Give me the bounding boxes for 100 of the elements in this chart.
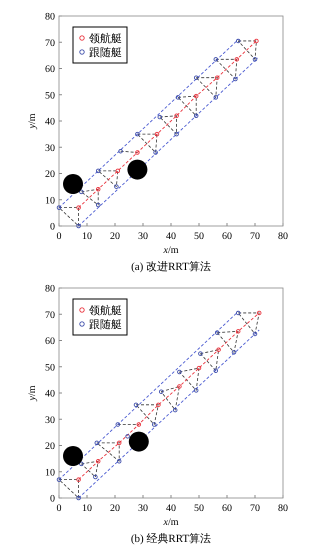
- legend-label: 跟随艇: [89, 47, 122, 59]
- point: [76, 477, 81, 482]
- legend-label: 领航艇: [89, 304, 122, 317]
- x-tick-label: 50: [194, 231, 204, 242]
- point: [194, 388, 198, 393]
- point: [214, 75, 220, 80]
- y-tick-label: 50: [45, 362, 55, 374]
- point: [174, 132, 179, 136]
- point: [196, 366, 202, 370]
- x-tick-label: 10: [82, 231, 92, 242]
- x-tick-label: 30: [138, 503, 148, 514]
- point: [252, 332, 258, 336]
- text: (a) 改进RRT算法: [131, 260, 211, 273]
- y-tick-label: 20: [45, 169, 55, 180]
- x-tick-label: 80: [278, 503, 288, 514]
- point: [194, 94, 198, 98]
- point: [194, 75, 198, 80]
- point: [214, 95, 218, 100]
- y-tick-label: 40: [45, 388, 55, 400]
- point: [254, 38, 259, 44]
- y-tick-label: 80: [45, 12, 55, 22]
- legend-label: 跟随艇: [89, 319, 122, 331]
- y-tick-label: 50: [45, 90, 55, 102]
- point: [94, 440, 100, 446]
- point: [135, 150, 140, 155]
- point: [236, 329, 240, 334]
- point: [76, 224, 81, 228]
- y-tick-label: 0: [50, 494, 55, 504]
- point: [79, 462, 84, 466]
- point: [153, 150, 158, 155]
- point: [177, 370, 182, 374]
- point: [252, 57, 258, 62]
- x-tick-label: 40: [166, 231, 176, 242]
- y-axis-title: y/m: [27, 385, 38, 402]
- y-tick-label: 70: [45, 310, 55, 321]
- point: [134, 402, 138, 408]
- y-tick-label: 10: [45, 467, 55, 478]
- x-axis-title: x/m: [162, 517, 179, 528]
- x-tick-label: 20: [110, 503, 120, 514]
- point: [233, 76, 238, 82]
- point: [93, 474, 98, 480]
- x-tick-label: 20: [110, 231, 120, 242]
- x-tick-label: 70: [250, 231, 260, 242]
- point: [214, 57, 218, 62]
- point: [256, 310, 262, 316]
- point: [198, 351, 203, 356]
- point: [76, 496, 81, 500]
- y-tick-label: 30: [45, 142, 55, 154]
- point: [158, 114, 162, 120]
- y-tick-label: 20: [45, 441, 55, 452]
- point: [96, 202, 100, 208]
- point: [214, 330, 220, 335]
- x-tick-label: 30: [138, 231, 148, 242]
- point: [174, 114, 179, 118]
- point: [125, 434, 130, 439]
- point: [96, 187, 100, 192]
- x-tick-label: 60: [222, 503, 232, 514]
- point: [177, 384, 182, 389]
- y-tick-label: 30: [45, 414, 55, 426]
- point: [116, 440, 122, 446]
- x-tick-label: 40: [166, 503, 176, 514]
- x-tick-label: 70: [250, 503, 260, 514]
- y-tick-label: 80: [45, 284, 55, 294]
- point: [116, 422, 120, 427]
- point: [136, 422, 142, 427]
- y-tick-label: 40: [45, 116, 55, 128]
- text: (b) 经典RRT算法: [130, 532, 212, 545]
- point: [118, 148, 123, 154]
- point: [154, 132, 160, 136]
- x-tick-label: 10: [82, 503, 92, 514]
- legend-label: 领航艇: [89, 32, 122, 45]
- y-axis-title: y/m: [27, 113, 38, 130]
- point: [56, 205, 62, 210]
- point: [234, 57, 240, 62]
- point: [172, 408, 178, 412]
- x-axis-title: x/m: [162, 245, 179, 256]
- point: [176, 95, 180, 100]
- point: [236, 310, 240, 316]
- point: [156, 402, 161, 408]
- point: [152, 422, 156, 427]
- point: [216, 347, 221, 352]
- x-tick-label: 50: [194, 503, 204, 514]
- x-tick-label: 80: [278, 231, 288, 242]
- point: [232, 350, 236, 355]
- y-tick-label: 60: [45, 336, 55, 347]
- point: [135, 132, 140, 136]
- point: [96, 168, 100, 174]
- x-tick-label: 60: [222, 231, 232, 242]
- point: [96, 459, 100, 464]
- point: [76, 205, 81, 210]
- point: [214, 368, 218, 373]
- y-tick-label: 10: [45, 195, 55, 206]
- point: [116, 168, 120, 174]
- point: [79, 190, 84, 194]
- y-tick-label: 0: [50, 222, 55, 232]
- point: [116, 459, 122, 464]
- y-tick-label: 60: [45, 64, 55, 75]
- point: [56, 477, 62, 482]
- y-tick-label: 70: [45, 38, 55, 49]
- point: [158, 389, 164, 394]
